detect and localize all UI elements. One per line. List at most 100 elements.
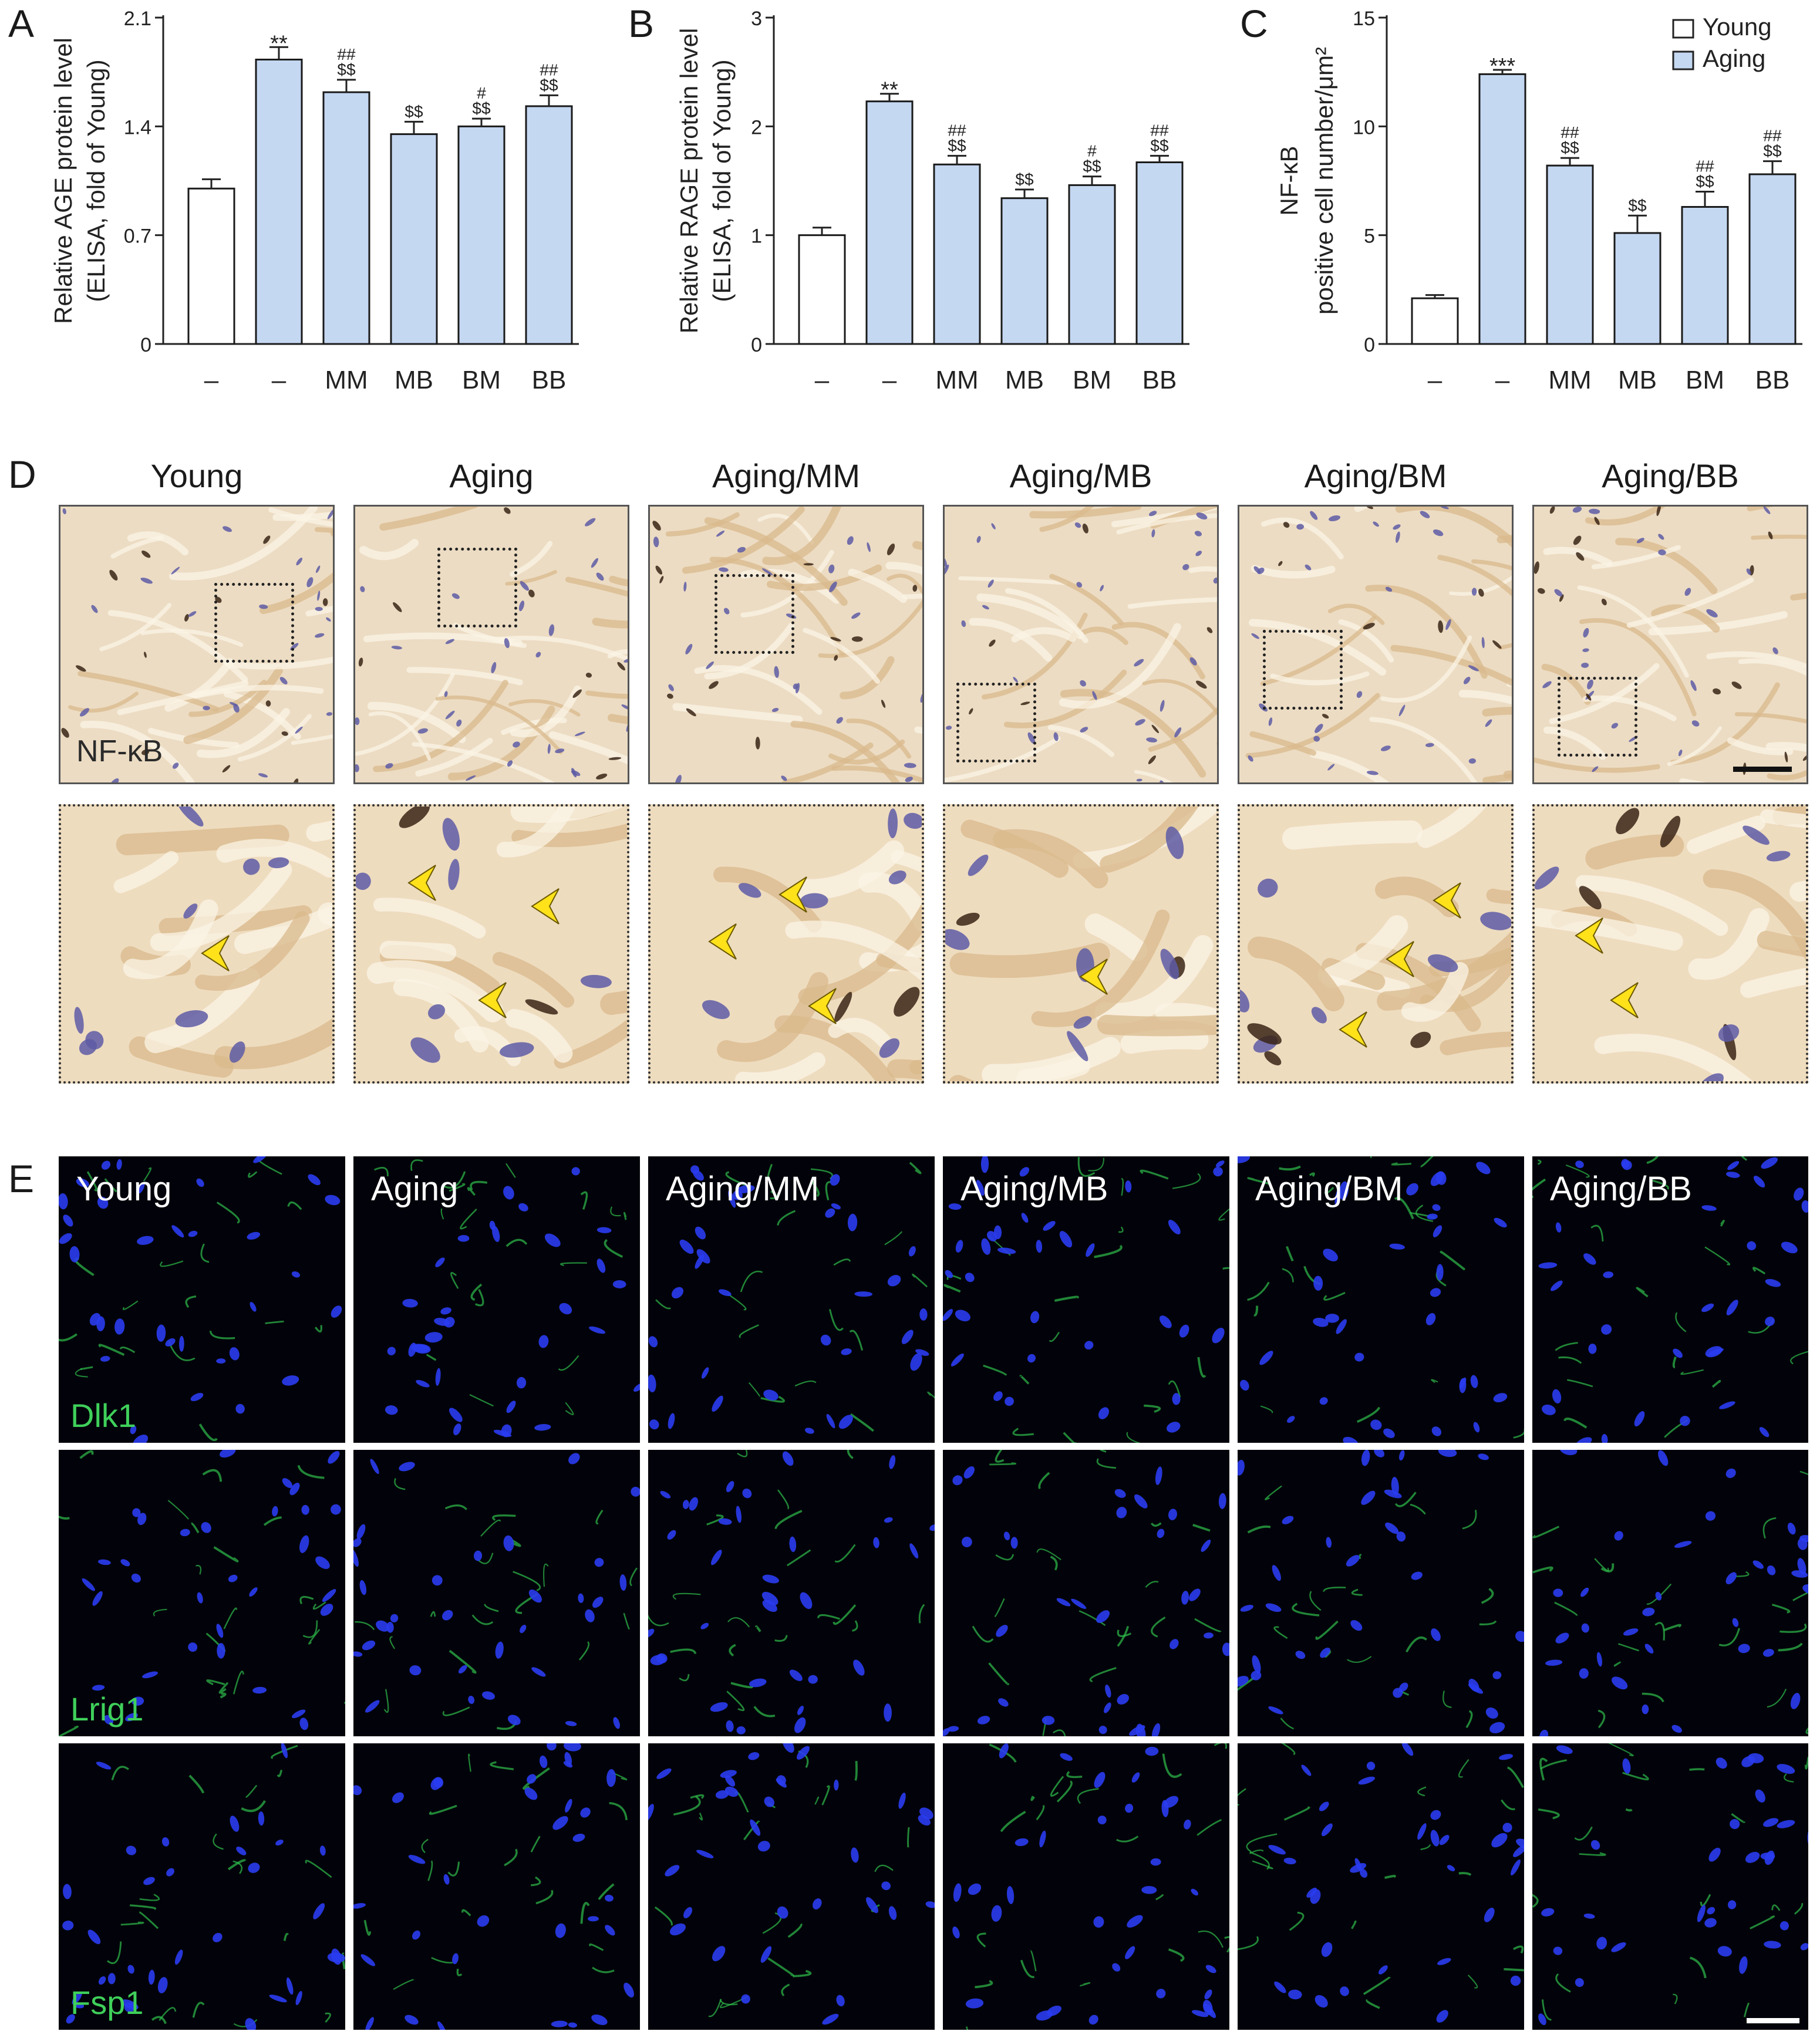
fluorescence-texture: [59, 1156, 342, 1443]
panel-letter-e: E: [8, 1157, 35, 1200]
fluorescence-texture: [648, 1450, 935, 1735]
bar: [1546, 164, 1594, 345]
significance-label: ##: [948, 121, 966, 139]
ihc-overview-aging-bb: [1532, 505, 1808, 784]
if-tile: [648, 1450, 935, 1736]
if-tile: Aging: [353, 1156, 640, 1443]
y-axis-title-line2: positive cell number/μm²: [1310, 47, 1338, 315]
fluorescence-texture: [1532, 1156, 1808, 1443]
tissue-texture: [74, 807, 332, 1078]
if-tile: [353, 1743, 640, 2030]
bar: [1613, 232, 1661, 345]
ihc-col-title-aging-bb: Aging/BB: [1602, 457, 1739, 494]
if-tile: [1532, 1743, 1808, 2030]
y-tick-label: 0.7: [124, 225, 151, 248]
fluorescence-texture: [952, 1743, 1229, 2030]
significance-label: $$: [1763, 142, 1782, 160]
legend-swatch: [1672, 19, 1694, 39]
significance-label: ##: [540, 60, 558, 79]
x-tick-label: BB: [1755, 366, 1790, 394]
significance-label: $$: [337, 60, 356, 79]
if-tile: Aging/BM: [1238, 1156, 1524, 1443]
ihc-col-title-aging-mb: Aging/MB: [1009, 457, 1152, 494]
if-marker-label: Dlk1: [70, 1397, 137, 1434]
ihc-zoom-aging-mb: [943, 804, 1219, 1084]
bar: [457, 125, 505, 345]
chart-nfkb-count-svg: 0 5 10 15 NF-κB positive cell number/μm² – *** –…: [1275, 8, 1802, 394]
significance-label: ##: [1763, 127, 1782, 145]
ihc-overview-aging-mm: [648, 505, 924, 784]
x-tick-label: BB: [1142, 366, 1177, 394]
if-col-title-aging-mm: Aging/MM: [666, 1170, 820, 1208]
arrowhead-marker: [708, 923, 737, 960]
if-tile: Aging/BB: [1532, 1156, 1808, 1443]
significance-label: #: [477, 84, 486, 102]
y-axis-title: NF-κB: [1275, 146, 1303, 216]
bar: [322, 91, 370, 345]
significance-label: $$: [1150, 136, 1169, 154]
chart-rage-svg: 0 1 2 3 Relative RAGE protein level (ELISA, f…: [675, 8, 1189, 394]
significance-label: #: [1087, 142, 1097, 160]
if-tile: Lrig1: [59, 1450, 345, 1736]
fluorescence-texture: [1238, 1450, 1524, 1733]
y-tick-label: 5: [1364, 225, 1375, 248]
panel-letter-c: C: [1240, 2, 1268, 45]
fluorescence-texture: [353, 1453, 640, 1730]
fluorescence-texture: [59, 1450, 345, 1736]
fluorescence-texture: [1532, 1743, 1808, 2026]
roi-box: [1263, 630, 1343, 710]
x-tick-label: BM: [1073, 366, 1111, 394]
chart-age-svg: 0 0.7 1.4 2.1 Relative AGE protein level (ELI…: [49, 8, 579, 394]
ihc-zoom-young: [59, 804, 335, 1084]
ihc-col-title-aging-bm: Aging/BM: [1304, 457, 1447, 494]
y-tick-label: 0: [140, 334, 151, 356]
if-tile: Aging/MM: [648, 1156, 935, 1443]
arrowhead-marker: [201, 935, 230, 971]
panel-letter-b: B: [628, 2, 655, 45]
ihc-zoom-aging-bb: [1532, 804, 1808, 1084]
legend-swatch: [1672, 50, 1694, 70]
significance-label: **: [881, 78, 898, 103]
x-tick-label: –: [882, 366, 897, 394]
y-tick-label: 0: [1364, 334, 1375, 356]
tissue-texture: [945, 507, 1217, 782]
fluorescence-texture: [648, 1743, 935, 2025]
y-axis-title: Relative RAGE protein level: [675, 28, 703, 334]
significance-label: $$: [405, 102, 423, 120]
significance-label: $$: [948, 136, 966, 154]
y-tick-label: 1.4: [124, 116, 151, 139]
if-col-title-aging-bb: Aging/BB: [1550, 1170, 1692, 1208]
if-tile: [943, 1743, 1229, 2030]
bar: [1135, 161, 1184, 345]
roi-box: [956, 683, 1036, 762]
arrowhead-marker: [1433, 882, 1461, 919]
tissue-texture: [356, 807, 627, 1069]
y-tick-label: 3: [751, 8, 762, 30]
ihc-col-title-aging-mm: Aging/MM: [712, 457, 861, 494]
ihc-overview-aging-bm: [1238, 505, 1514, 784]
tissue-texture: [702, 808, 922, 1081]
ihc-scale-bar: [1733, 767, 1792, 772]
arrowhead-marker: [1575, 917, 1603, 954]
arrowhead-marker: [778, 876, 807, 913]
fluorescence-texture: [374, 1159, 640, 1438]
tissue-texture: [652, 507, 922, 782]
legend-label: Young: [1703, 13, 1772, 41]
bar: [865, 100, 914, 345]
if-scale-bar: [1747, 2018, 1799, 2023]
tissue-texture: [355, 507, 628, 782]
bar: [390, 133, 438, 345]
fluorescence-texture: [943, 1450, 1229, 1736]
bar: [1478, 73, 1526, 345]
x-tick-label: –: [272, 366, 287, 394]
ihc-overview-aging: [353, 505, 629, 784]
arrowhead-marker: [1079, 959, 1108, 995]
significance-label: ##: [1561, 123, 1579, 141]
arrowhead-marker: [1339, 1011, 1367, 1048]
bar: [255, 58, 303, 345]
y-tick-label: 1: [751, 225, 762, 248]
ihc-zoom-aging-mm: [648, 804, 924, 1084]
x-tick-label: MM: [1548, 366, 1591, 394]
y-tick-label: 2: [751, 116, 762, 139]
fluorescence-texture: [1238, 1156, 1524, 1443]
